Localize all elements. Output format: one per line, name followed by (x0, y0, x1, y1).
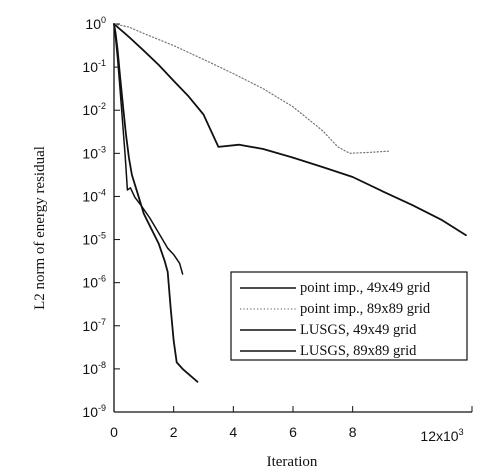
x-scale-exponent: 3 (459, 427, 464, 437)
y-axis-ticks: 100 10-1 10-2 10-3 10-4 10-5 10-6 10-7 10-8 10-9 (82, 15, 120, 420)
y-tick-label: 10-3 (82, 144, 106, 161)
x-tick-label: 6 (289, 424, 297, 440)
series-line-3 (113, 23, 184, 275)
y-tick-label: 100 (85, 15, 106, 32)
x-scale-base: 12x10 (420, 428, 458, 444)
y-tick-label: 10-8 (82, 360, 106, 377)
legend: point imp., 49x49 grid point imp., 89x89 … (230, 271, 468, 361)
legend-box (230, 271, 468, 361)
series-line-1 (113, 23, 467, 237)
y-axis-label: L2 norm of energy residual (32, 146, 48, 310)
x-scale-label: 12x103 (420, 427, 463, 444)
y-tick-label: 10-9 (82, 403, 106, 420)
y-tick-label: 10-7 (82, 317, 106, 334)
x-tick-label: 4 (229, 424, 237, 440)
x-axis-label: Iteration (267, 454, 318, 470)
series-line-4 (113, 23, 199, 383)
legend-label-1: point imp., 49x49 grid (300, 280, 431, 296)
x-axis-ticks: 0 2 4 6 8 (110, 406, 473, 440)
x-tick-label: 2 (170, 424, 178, 440)
y-tick-label: 10-6 (82, 274, 106, 291)
y-tick-label: 10-5 (82, 231, 106, 248)
y-tick-label: 10-2 (82, 101, 106, 118)
legend-label-2: point imp., 89x89 grid (300, 301, 431, 317)
y-tick-label: 10-1 (82, 58, 106, 75)
series-lines (113, 23, 467, 383)
legend-label-3: LUSGS, 49x49 grid (300, 322, 417, 338)
y-tick-label: 10-4 (82, 187, 106, 204)
x-tick-label: 0 (110, 424, 118, 440)
series-line-2 (113, 23, 390, 154)
legend-label-4: LUSGS, 89x89 grid (300, 343, 417, 359)
x-tick-label: 8 (349, 424, 357, 440)
